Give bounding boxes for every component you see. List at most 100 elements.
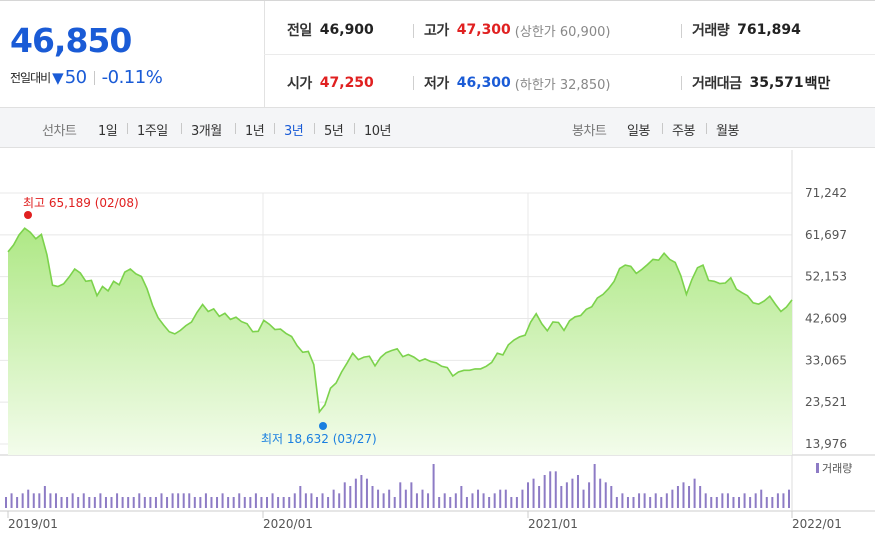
trade-value-amount: 35,571	[749, 75, 804, 91]
volume-bar	[521, 489, 524, 508]
divider	[706, 123, 707, 134]
volume-bar	[738, 497, 741, 508]
price-line	[7, 227, 793, 414]
volume-bar	[599, 478, 602, 508]
volume-bar	[349, 486, 352, 508]
y-tick-label: 61,697	[805, 228, 847, 242]
volume-bar	[60, 497, 63, 508]
volume-bar	[621, 493, 624, 508]
divider	[93, 70, 95, 85]
volume-bar	[154, 497, 157, 508]
volume-value: 761,894	[737, 22, 801, 38]
volume-bar	[199, 497, 202, 508]
divider	[314, 123, 315, 134]
stock-summary: 46,850 전일대비 ▼ 50 -0.11% 전일 46,900 고가 47,…	[0, 0, 875, 107]
price-area	[8, 228, 792, 455]
volume-bar	[210, 497, 213, 508]
volume-bar	[626, 497, 629, 508]
volume-bar	[377, 489, 380, 508]
period-3m[interactable]: 3개월	[191, 124, 222, 139]
y-tick-label: 71,242	[805, 186, 847, 200]
volume-bar	[771, 497, 774, 508]
candle-weekly[interactable]: 주봉	[672, 124, 695, 139]
volume-bar	[371, 486, 374, 508]
volume-bar	[571, 478, 574, 508]
volume-bar	[660, 497, 663, 508]
volume-bar	[299, 486, 302, 508]
period-1w[interactable]: 1주일	[137, 124, 168, 139]
volume-bar	[216, 497, 219, 508]
volume-bar	[427, 493, 430, 508]
volume-bar	[54, 493, 57, 508]
volume-bar	[743, 493, 746, 508]
period-1y[interactable]: 1년	[245, 124, 265, 139]
y-tick-label: 52,153	[805, 270, 847, 284]
candle-chart-title: 봉차트	[572, 124, 607, 139]
volume-bar	[293, 493, 296, 508]
volume-bar	[699, 486, 702, 508]
current-price: 46,850	[10, 21, 132, 60]
volume-bar	[499, 489, 502, 508]
y-tick-label: 33,065	[805, 353, 847, 367]
volume-bar	[682, 482, 685, 508]
x-tick-label: 2020/01	[263, 517, 313, 531]
volume-bar	[515, 497, 518, 508]
volume-bar	[365, 478, 368, 508]
volume-bar	[104, 497, 107, 508]
volume-bar	[266, 497, 268, 508]
volume-bar	[399, 482, 402, 508]
volume-bar	[93, 497, 96, 508]
open-label: 시가	[287, 76, 312, 92]
divider	[413, 76, 414, 90]
candle-monthly[interactable]: 월봉	[716, 124, 739, 139]
volume-bar	[254, 493, 257, 508]
volume-bar	[604, 482, 607, 508]
volume-bar	[393, 497, 396, 508]
volume-bar	[5, 497, 7, 508]
day-high-label: 고가	[424, 23, 449, 39]
volume-bar	[765, 497, 768, 508]
volume-bar	[343, 482, 346, 508]
volume-bar	[171, 493, 174, 508]
volume-bar	[610, 486, 613, 508]
volume-bar	[543, 475, 546, 508]
volume-bar	[16, 497, 19, 508]
period-10y[interactable]: 10년	[364, 124, 392, 139]
divider	[264, 54, 875, 55]
x-tick-label: 2019/01	[8, 517, 58, 531]
volume-bar	[776, 493, 779, 508]
volume-bar	[66, 497, 69, 508]
volume-bar	[510, 497, 513, 508]
period-5y[interactable]: 5년	[324, 124, 344, 139]
volume-bar	[688, 486, 691, 508]
period-3y[interactable]: 3년	[284, 124, 304, 139]
divider	[354, 123, 355, 134]
volume-bar	[77, 497, 80, 508]
divider	[681, 76, 682, 90]
period-1d[interactable]: 1일	[98, 124, 118, 139]
volume-bar	[282, 497, 285, 508]
volume-bar	[704, 493, 707, 508]
volume-bar	[188, 493, 191, 508]
volume-bar	[315, 497, 318, 508]
volume-bar	[143, 497, 146, 508]
volume-bar	[149, 497, 152, 508]
volume-bar	[160, 493, 163, 508]
volume-bar	[193, 497, 196, 508]
volume-bar	[110, 497, 113, 508]
volume-bar	[121, 497, 124, 508]
low-marker	[319, 422, 327, 430]
volume-bar	[532, 478, 535, 508]
volume-legend-swatch	[816, 463, 819, 473]
volume-bar	[760, 489, 763, 508]
volume-legend-label: 거래량	[822, 462, 852, 475]
volume-bar	[538, 486, 541, 508]
divider	[181, 123, 182, 134]
volume-bar	[488, 497, 491, 508]
candle-daily[interactable]: 일봉	[627, 124, 650, 139]
high-marker	[24, 211, 32, 219]
volume-bar	[421, 489, 424, 508]
day-high: 고가 47,300 (상한가 60,900)	[424, 20, 610, 40]
volume-bar	[504, 489, 507, 508]
